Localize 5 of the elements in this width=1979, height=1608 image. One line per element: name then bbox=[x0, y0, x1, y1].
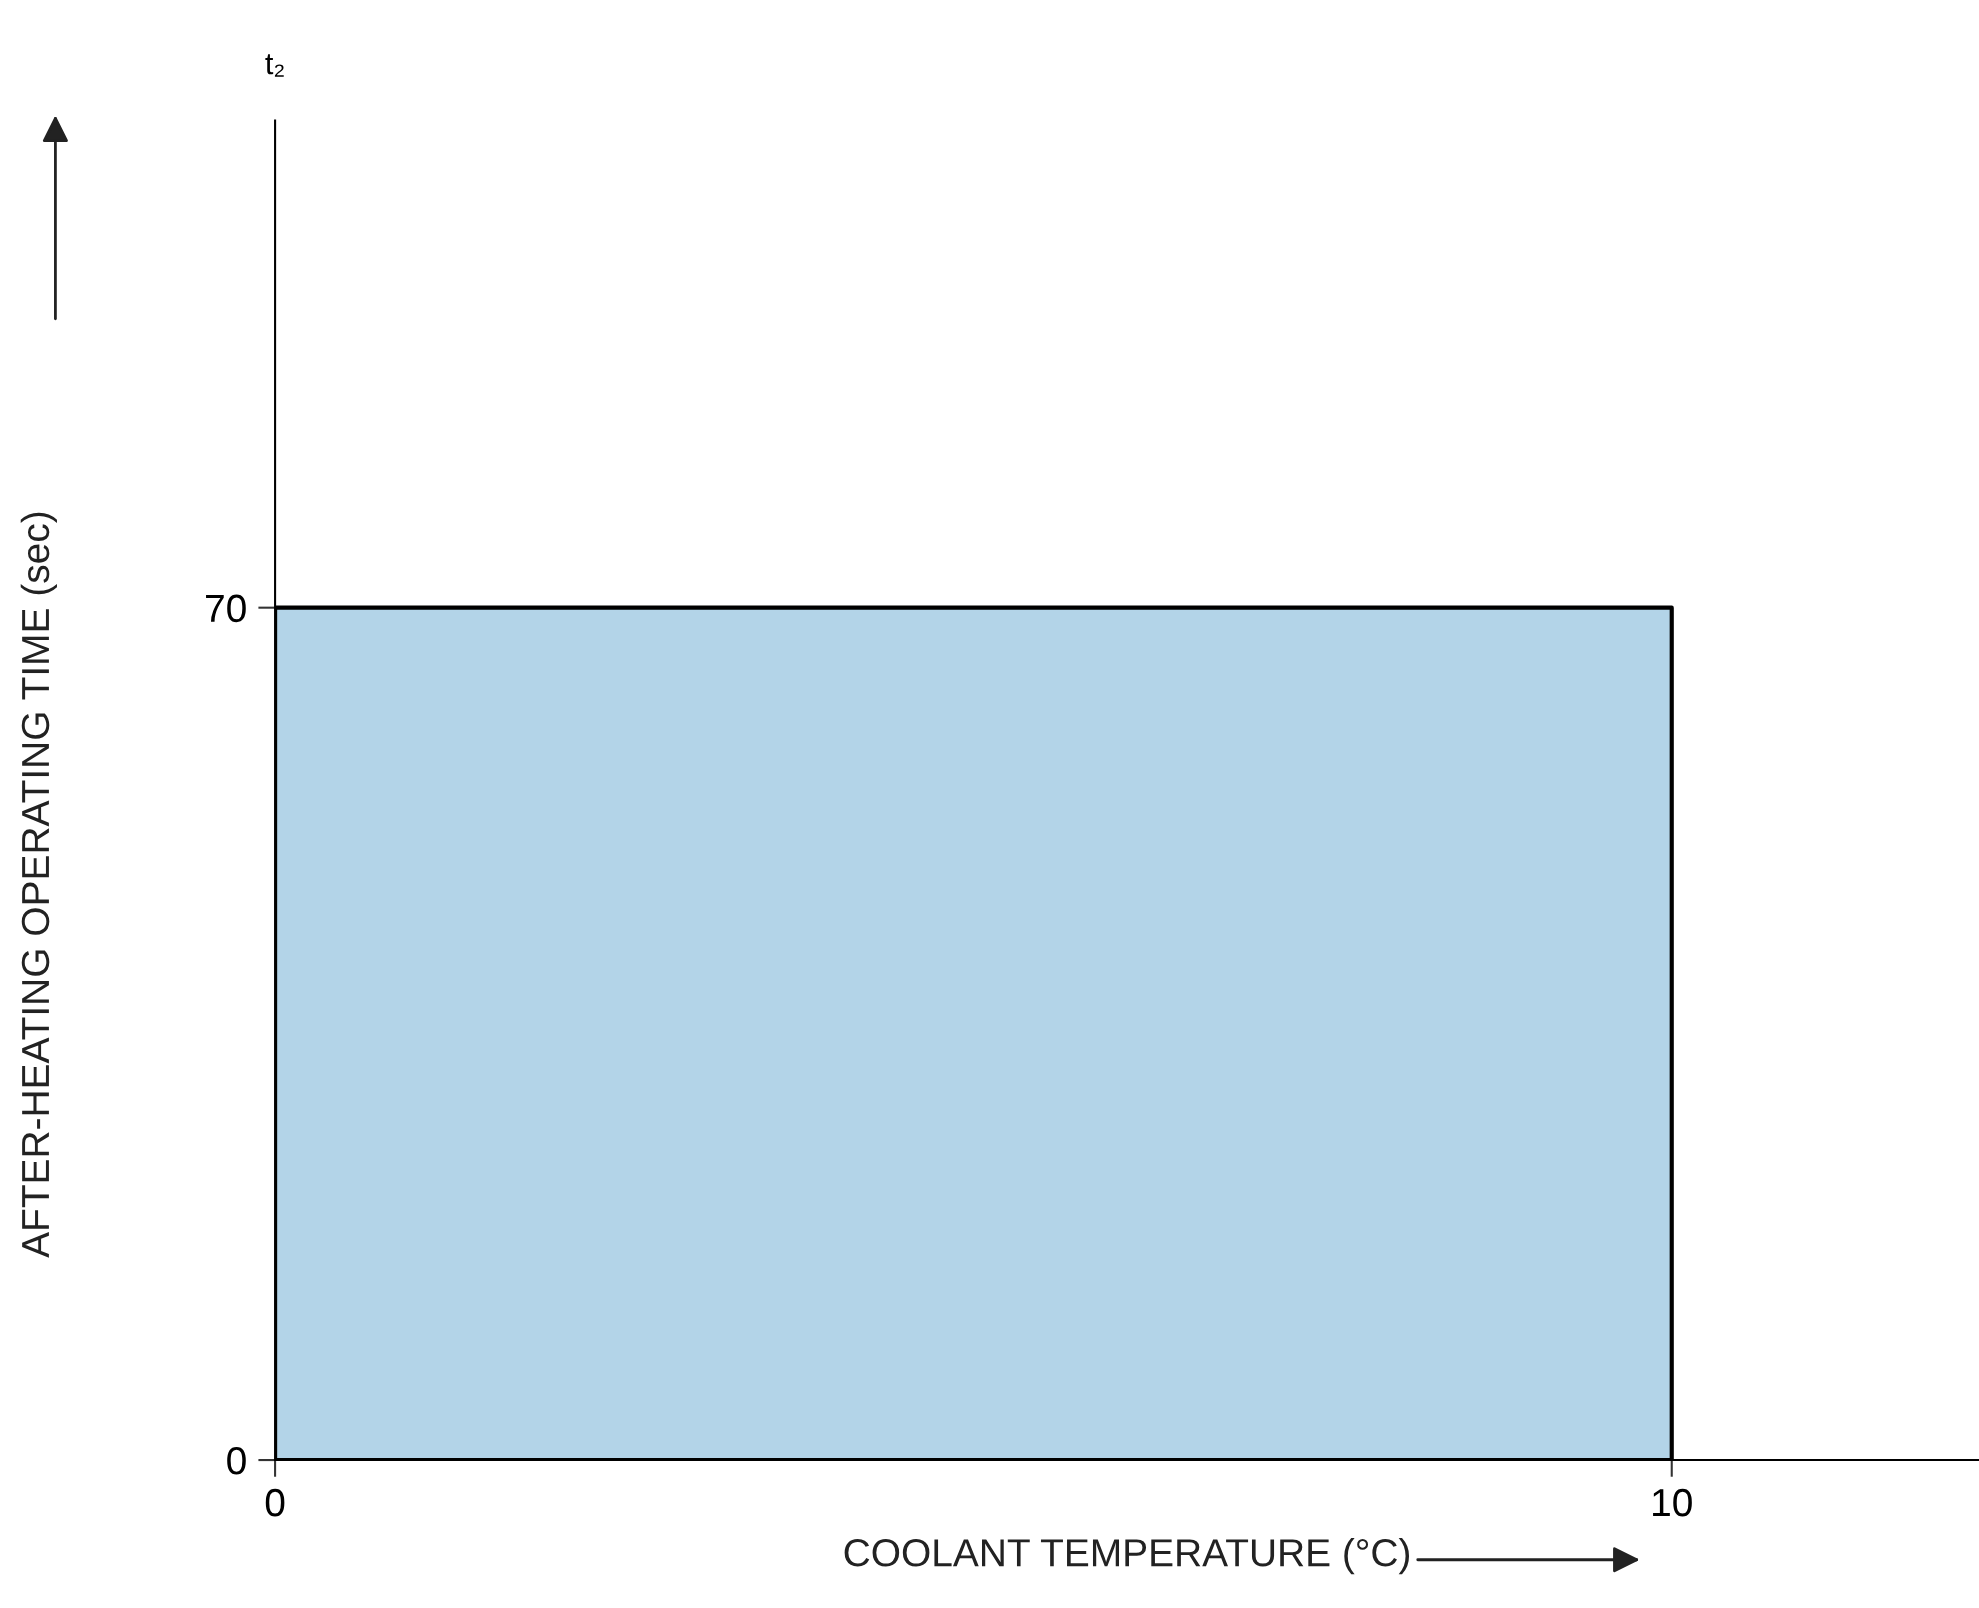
x-axis-title: COOLANT TEMPERATURE (°C) bbox=[844, 1537, 1410, 1575]
y-axis-title: AFTER-HEATING OPERATING TIME (sec) bbox=[20, 512, 57, 1258]
x-tick-label: 10 bbox=[1653, 1488, 1692, 1517]
y-tick-label: 70 bbox=[206, 594, 246, 623]
text: t₂ bbox=[265, 54, 284, 77]
